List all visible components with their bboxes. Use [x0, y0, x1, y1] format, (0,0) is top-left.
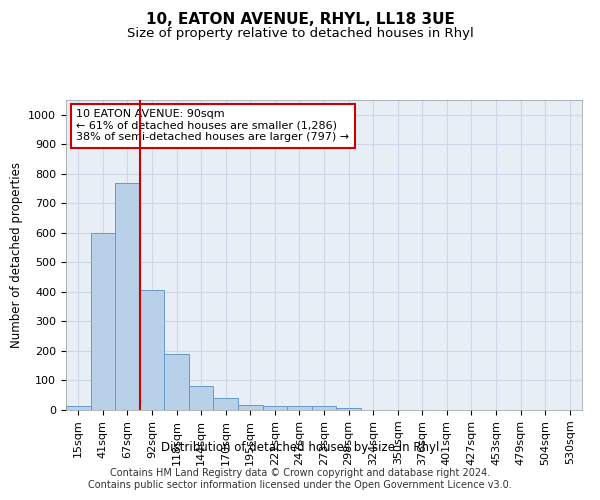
Bar [312, 406, 336, 410]
Bar [336, 408, 361, 410]
Text: 10, EATON AVENUE, RHYL, LL18 3UE: 10, EATON AVENUE, RHYL, LL18 3UE [146, 12, 454, 28]
Text: Contains public sector information licensed under the Open Government Licence v3: Contains public sector information licen… [88, 480, 512, 490]
Text: 10 EATON AVENUE: 90sqm
← 61% of detached houses are smaller (1,286)
38% of semi-: 10 EATON AVENUE: 90sqm ← 61% of detached… [76, 110, 349, 142]
Bar [66, 406, 91, 410]
Bar [164, 354, 189, 410]
Bar [140, 290, 164, 410]
Text: Distribution of detached houses by size in Rhyl: Distribution of detached houses by size … [161, 441, 439, 454]
Y-axis label: Number of detached properties: Number of detached properties [10, 162, 23, 348]
Bar [189, 386, 214, 410]
Text: Size of property relative to detached houses in Rhyl: Size of property relative to detached ho… [127, 28, 473, 40]
Text: Contains HM Land Registry data © Crown copyright and database right 2024.: Contains HM Land Registry data © Crown c… [110, 468, 490, 477]
Bar [287, 406, 312, 410]
Bar [115, 182, 140, 410]
Bar [91, 233, 115, 410]
Bar [238, 404, 263, 410]
Bar [263, 406, 287, 410]
Bar [214, 398, 238, 410]
